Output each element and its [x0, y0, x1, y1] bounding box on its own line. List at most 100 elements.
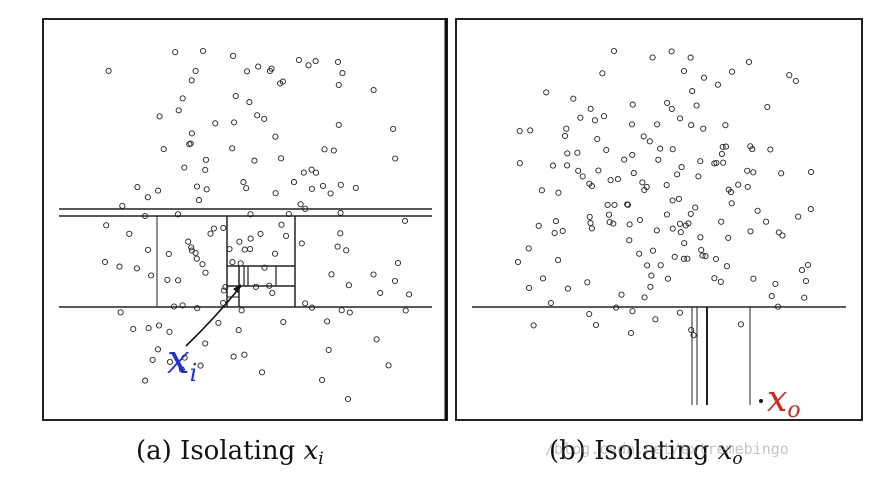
scatter-point [626, 237, 633, 244]
scatter-point [170, 303, 178, 310]
scatter-point [618, 291, 625, 298]
scatter-point [308, 304, 316, 311]
scatter-point [164, 276, 171, 283]
scatter-point [302, 205, 309, 212]
scatter-point [141, 212, 149, 220]
scatter-point [525, 245, 532, 252]
scatter-point [768, 293, 775, 300]
scatter-point [629, 101, 636, 108]
scatter-point [116, 263, 123, 270]
scatter-point [719, 143, 726, 150]
scatter-point [330, 147, 337, 154]
scatter-point [676, 309, 683, 316]
scatter-point [664, 99, 671, 106]
scatter-point [653, 227, 660, 234]
scatter-point [535, 222, 542, 229]
scatter-point [712, 255, 719, 263]
scatter-point [101, 258, 109, 266]
scatter-point [744, 167, 751, 174]
scatter-point [215, 319, 222, 326]
scatter-point [325, 346, 332, 354]
scatter-point [202, 340, 209, 347]
scatter-point [236, 238, 243, 245]
scatter-point [640, 133, 647, 140]
panel-b-caption-var: x [717, 436, 733, 466]
scatter-point [187, 140, 194, 147]
panel-b-caption-text: (b) Isolating [549, 436, 718, 466]
scatter-point [117, 309, 124, 316]
scatter-point [266, 67, 274, 75]
scatter-point [697, 234, 704, 241]
panel-b-points [514, 47, 815, 339]
scatter-point [699, 252, 706, 259]
scatter-point [802, 277, 810, 285]
scatter-point [621, 156, 628, 163]
scatter-point [247, 235, 254, 242]
scatter-point [563, 125, 570, 132]
scatter-point [564, 150, 571, 157]
scatter-point [713, 159, 720, 166]
scatter-point [606, 219, 613, 226]
scatter-point [199, 261, 206, 268]
scatter-point [587, 220, 594, 227]
scatter-point [702, 253, 709, 260]
scatter-point [728, 200, 735, 207]
scatter-point [175, 277, 182, 284]
scatter-point [630, 170, 637, 177]
scatter-point [735, 181, 742, 188]
scatter-point [639, 179, 646, 186]
scatter-point [677, 229, 684, 236]
scatter-point [516, 160, 523, 167]
scatter-point [750, 169, 757, 176]
scatter-point [745, 58, 753, 66]
scatter-point [725, 234, 732, 241]
scatter-point [689, 88, 696, 95]
scatter-point [687, 54, 694, 61]
scatter-point [775, 229, 782, 236]
panel-a-label-sub: i [189, 359, 198, 387]
scatter-point [792, 77, 799, 85]
scatter-point [801, 294, 808, 301]
scatter-point [243, 68, 251, 75]
scatter-point [575, 167, 582, 174]
watermark: /blog.csdn.net/extremebingo [545, 440, 789, 458]
scatter-point [711, 275, 718, 282]
scatter-point [300, 169, 307, 176]
scatter-point [586, 213, 593, 220]
scatter-point [202, 166, 209, 173]
panel-b-point-label: xo [767, 382, 801, 424]
scatter-point [586, 310, 593, 318]
scatter-point [392, 155, 399, 162]
scatter-point [231, 119, 238, 126]
scatter-point [243, 185, 250, 192]
scatter-point [255, 63, 262, 70]
scatter-point [254, 112, 261, 119]
scatter-point [555, 189, 562, 196]
scatter-point [285, 210, 292, 218]
scatter-point [178, 366, 185, 373]
scatter-point [692, 204, 699, 211]
scatter-point [240, 179, 247, 186]
scatter-point [657, 145, 664, 152]
scatter-point [283, 232, 290, 239]
scatter-point [629, 308, 636, 315]
scatter-point [584, 279, 591, 286]
scatter-point [604, 201, 611, 208]
scatter-point [514, 258, 522, 266]
scatter-point [344, 395, 352, 403]
scatter-point [119, 202, 126, 209]
scatter-point [643, 183, 650, 191]
scatter-point [269, 289, 276, 297]
scatter-point [401, 217, 409, 224]
scatter-point [166, 328, 173, 335]
scatter-point [346, 309, 353, 316]
scatter-point [627, 329, 635, 337]
scatter-point [778, 170, 785, 177]
scatter-point [663, 181, 670, 189]
scatter-point [246, 99, 253, 106]
scatter-point [337, 230, 344, 237]
scatter-point [230, 52, 237, 59]
scatter-point [192, 67, 199, 75]
scatter-point [133, 265, 140, 272]
